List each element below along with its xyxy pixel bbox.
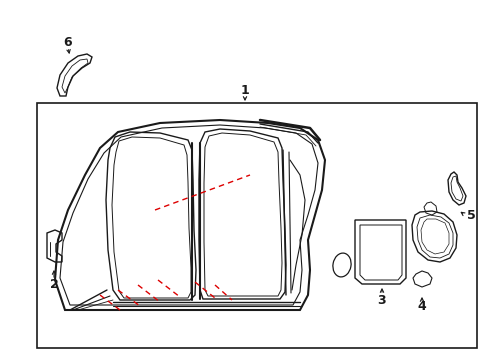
Text: 4: 4 xyxy=(417,301,426,314)
Text: 2: 2 xyxy=(49,279,58,292)
Bar xyxy=(37,103,476,348)
Text: 1: 1 xyxy=(240,84,249,96)
Text: 6: 6 xyxy=(63,36,72,49)
Text: 3: 3 xyxy=(377,293,386,306)
Text: 5: 5 xyxy=(466,208,474,221)
